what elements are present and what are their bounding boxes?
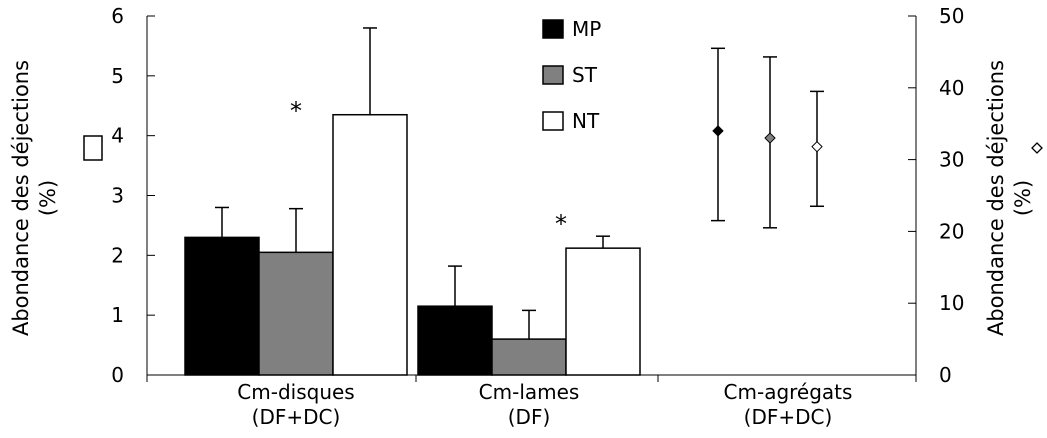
legend-swatch-nt	[542, 111, 564, 131]
right-y-tick-label: 0	[939, 363, 952, 387]
category-label-line: Cm-disques	[237, 380, 354, 404]
left-y-tick-label: 3	[111, 184, 124, 208]
category-label-line: (DF+DC)	[744, 405, 833, 429]
legend-label-nt: NT	[572, 109, 600, 133]
right-y-axis-title-line: Abondance des déjections	[984, 60, 1008, 336]
right-y-tick-label: 30	[939, 148, 964, 172]
bar-st	[258, 251, 334, 376]
significance-asterisk: *	[290, 97, 302, 125]
right-y-tick-label: 40	[939, 76, 964, 100]
left-y-axis-title-line: Abondance des déjections	[9, 60, 33, 336]
right-y-axis-title: Abondance des déjections (%)	[984, 60, 1035, 336]
left-y-axis-title-line: (%)	[36, 180, 60, 216]
category-label-line: Cm-lames	[479, 380, 580, 404]
left-y-tick-label: 6	[111, 4, 124, 28]
labels: Cm-disques (DF+DC)Cm-lames (DF)Cm-agrégats…	[9, 60, 1043, 429]
left-y-tick-label: 0	[111, 363, 124, 387]
left-y-tick-label: 4	[111, 124, 124, 148]
right-y-tick-label: 10	[939, 291, 964, 315]
point-st-diamond	[764, 132, 776, 144]
legend: MP ST NT	[542, 17, 601, 133]
left-y-axis-title: Abondance des déjections (%)	[9, 60, 60, 336]
category-label-line: (DF+DC)	[252, 405, 341, 429]
point-nt-diamond	[811, 140, 823, 153]
legend-label-mp: MP	[572, 17, 601, 41]
bar-nt	[565, 247, 641, 376]
legend-label-st: ST	[572, 63, 598, 87]
bar-mp	[417, 305, 493, 376]
right-y-axis-diamond-icon	[1031, 142, 1043, 154]
category-label-line: (DF)	[508, 405, 551, 429]
bar-st	[491, 338, 567, 376]
left-y-tick-label: 1	[111, 303, 124, 327]
category-label: Cm-agrégats (DF+DC)	[724, 380, 853, 429]
right-y-tick-label: 50	[939, 4, 964, 28]
significance-asterisk: *	[555, 210, 567, 238]
right-y-tick-label: 20	[939, 219, 964, 243]
legend-swatch-mp	[542, 19, 564, 39]
legend-swatch-st	[542, 65, 564, 85]
bar-mp	[184, 236, 260, 376]
left-y-tick-label: 5	[111, 64, 124, 88]
right-axis-points	[711, 47, 824, 229]
left-y-tick-label: 2	[111, 243, 124, 267]
category-label: Cm-lames (DF)	[479, 380, 580, 429]
point-mp-diamond	[712, 125, 724, 137]
category-label-line: Cm-agrégats	[724, 380, 853, 404]
bar-nt	[332, 113, 408, 376]
left-y-axis-square-icon	[83, 135, 103, 161]
category-label: Cm-disques (DF+DC)	[237, 380, 354, 429]
bars	[184, 27, 641, 376]
right-y-axis-title-line: (%)	[1011, 180, 1035, 216]
